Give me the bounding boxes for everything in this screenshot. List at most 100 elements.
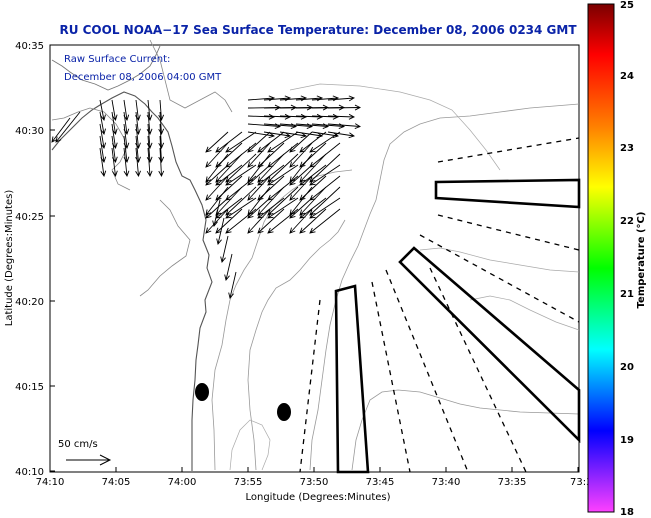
y-tick-label: 40:25 [15,212,44,223]
colorbar-label: Temperature (°C) [636,212,647,309]
current-vector [257,142,285,168]
current-vector [220,235,229,263]
current-vector [309,164,341,186]
y-tick-label: 40:10 [15,467,44,478]
radar-sector-outlines [334,178,581,474]
current-vector [299,175,327,201]
scale-label: 50 cm/s [58,439,98,450]
current-vector [267,131,299,153]
current-vector [228,271,237,299]
current-vector [146,147,153,178]
colorbar-tick-label: 23 [620,143,634,154]
current-vector [205,164,229,186]
current-vector [299,164,327,186]
bathymetry-contour-4 [351,389,580,471]
x-tick-label: 74:10 [36,477,65,488]
current-vector [289,208,313,234]
current-vector [257,131,285,153]
current-vector [309,208,341,234]
colorbar-tick-label: 21 [620,289,634,300]
current-vector [225,197,257,219]
surface-current-vectors [51,95,362,299]
current-vector [205,175,229,201]
current-vector [295,131,323,139]
current-vector [299,186,327,216]
y-tick-label: 40:20 [15,297,44,308]
buoy-marker-2 [277,403,291,421]
current-vector [215,142,243,168]
current-vector [257,175,285,201]
current-vector [311,131,339,139]
current-vector [215,175,243,201]
x-axis-label: Longitude (Degrees:Minutes) [245,492,390,503]
y-axis-label: Latitude (Degrees:Minutes) [4,190,15,327]
current-vector [327,95,356,102]
current-vector [257,164,285,186]
current-vector [263,131,291,139]
current-vector [267,197,299,219]
map-plot-area: 50 cm/s Raw Surface Current: December 08… [49,39,581,474]
x-tick-label: 73:50 [300,477,329,488]
bay-shoreline [51,45,161,91]
current-vector [327,113,356,120]
scale-arrow [66,454,112,466]
current-vector [327,104,362,111]
current-vector [267,153,299,183]
colorbar-tick-label: 24 [620,71,634,82]
current-vector [215,208,243,234]
current-vector [158,111,165,136]
current-vector [99,99,106,121]
current-vector [257,208,285,234]
current-vector [146,111,153,136]
current-vector [267,164,299,186]
current-vector [279,131,307,139]
current-vector [327,131,355,139]
current-vector [309,186,341,216]
current-vector [311,113,340,120]
current-vector [51,117,71,143]
current-vector [225,186,257,216]
current-vector [225,131,257,153]
x-tick-label: 73:40 [432,477,461,488]
current-vector [146,135,153,164]
current-vector [123,147,130,178]
current-vector [279,113,308,120]
current-vector [205,131,229,153]
current-vector [158,147,165,178]
current-vector [158,99,165,122]
current-vector [212,199,221,227]
current-vector [205,208,229,234]
current-vector [225,153,257,183]
current-vector [267,186,299,216]
bathymetry-contour-5 [229,419,271,471]
current-vector [205,197,229,219]
coastline [51,91,213,471]
current-vector [299,153,327,183]
inlet-shoreline [149,39,233,113]
bathymetry-contour-6 [289,83,501,171]
current-vector [215,164,243,186]
bathymetry-contour-3 [309,103,580,471]
current-vector [289,175,313,201]
current-vector [99,147,107,177]
current-vector [299,197,327,219]
current-vector [205,153,229,183]
current-vector [247,131,275,139]
bathymetry-contour-2 [247,219,346,471]
figure-title: RU COOL NOAA−17 Sea Surface Temperature:… [59,23,577,37]
current-vector [247,142,271,168]
current-vector [205,142,229,168]
current-vector [267,208,299,234]
current-vector [225,164,257,186]
current-vector [299,131,327,153]
colorbar-tick-label: 20 [620,362,634,373]
x-tick-label: 74:05 [102,477,131,488]
current-vector [247,113,276,120]
current-vector [257,197,285,219]
current-vector [295,113,324,120]
buoy-marker-1 [195,383,209,401]
current-vector [111,99,118,121]
y-tick-labels: 40:35 40:30 40:25 40:20 40:15 40:10 [15,41,44,478]
current-vector [263,113,292,120]
y-tick-label: 40:15 [15,382,44,393]
